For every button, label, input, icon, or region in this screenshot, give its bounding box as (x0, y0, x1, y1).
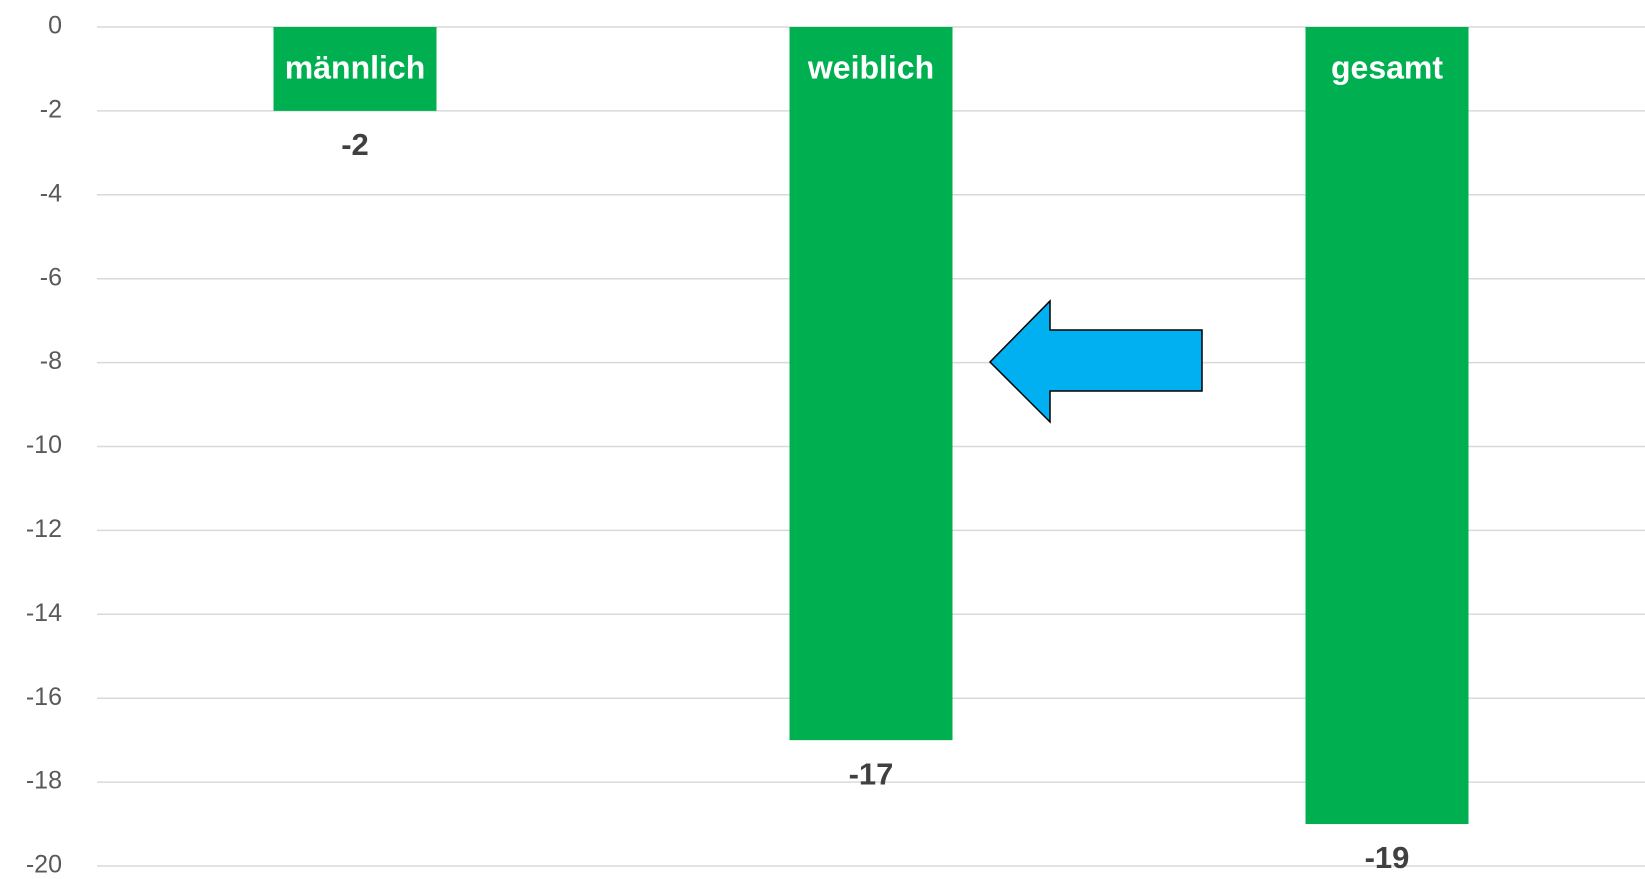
y-tick-label: -12 (26, 515, 62, 543)
y-tick-label: -10 (26, 431, 62, 459)
y-tick-label: -16 (26, 683, 62, 711)
bar (789, 27, 953, 741)
y-tick-label: 0 (48, 12, 62, 40)
y-tick-label: -14 (26, 599, 62, 627)
category-label: weiblich (807, 49, 934, 85)
arrow (988, 299, 1203, 424)
y-tick-label: -4 (40, 179, 62, 207)
category-label: gesamt (1331, 49, 1443, 85)
value-label: -17 (849, 756, 894, 791)
y-tick-label: -6 (40, 263, 62, 291)
bar (273, 27, 437, 111)
value-label: -19 (1365, 840, 1410, 875)
y-tick-label: -8 (40, 347, 62, 375)
y-tick-label: -18 (26, 767, 62, 795)
y-tick-label: -20 (26, 851, 62, 879)
category-label: männlich (285, 49, 425, 85)
bars: männlich -2 weiblich -17 gesamt -19 (273, 27, 1469, 875)
bar (1305, 27, 1469, 825)
y-tick-label: -2 (40, 96, 62, 124)
value-label: -2 (341, 127, 369, 162)
